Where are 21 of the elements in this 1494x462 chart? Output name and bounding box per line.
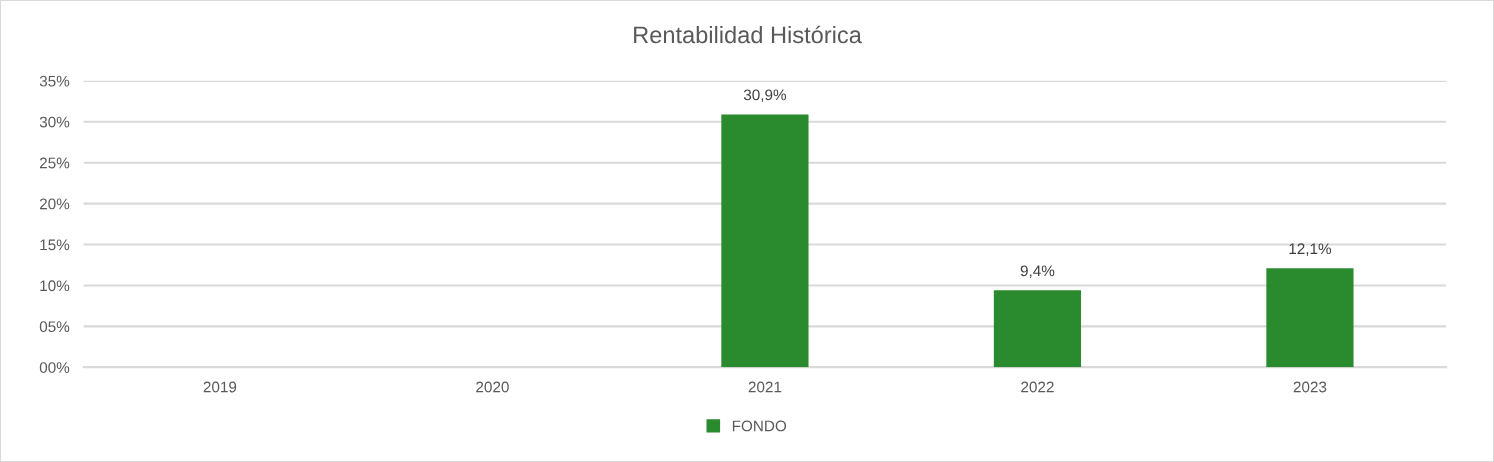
x-tick-label: 2019 — [203, 381, 237, 393]
bar — [1266, 268, 1354, 368]
data-label: 12,1% — [1289, 243, 1332, 256]
bar — [993, 290, 1082, 368]
y-tick-label: 15% — [40, 239, 70, 251]
x-tick-label: 2022 — [1021, 381, 1054, 393]
x-tick-label: 2021 — [748, 381, 782, 393]
data-label: 30,9% — [743, 89, 787, 103]
data-label: 9,4% — [1020, 265, 1055, 279]
y-tick-label: 20% — [39, 198, 70, 210]
bar — [721, 114, 809, 368]
y-tick-label: 30% — [39, 116, 70, 128]
y-tick-label: 05% — [39, 321, 70, 333]
y-tick-label: 35% — [39, 75, 70, 87]
x-tick-label: 2020 — [476, 381, 509, 393]
chart-title: Rentabilidad Histórica — [634, 25, 862, 44]
y-tick-label: 10% — [40, 280, 70, 292]
x-tick-label: 2023 — [1293, 381, 1327, 393]
y-tick-label: 00% — [39, 362, 70, 373]
y-tick-label: 25% — [39, 157, 70, 169]
legend-label: FONDO — [732, 420, 787, 432]
